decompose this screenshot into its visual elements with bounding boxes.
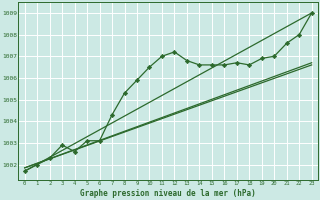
- X-axis label: Graphe pression niveau de la mer (hPa): Graphe pression niveau de la mer (hPa): [80, 189, 256, 198]
